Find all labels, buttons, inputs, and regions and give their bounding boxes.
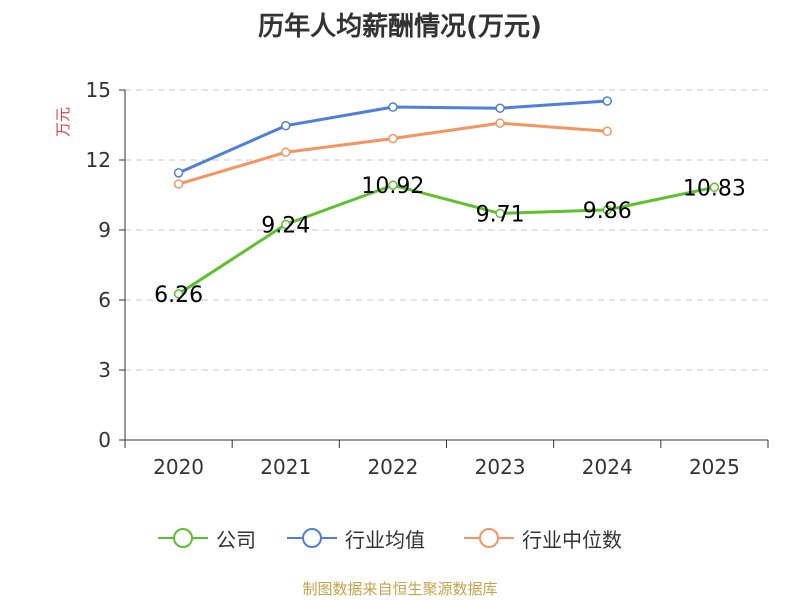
- legend-item-industry-median[interactable]: 行业中位数: [464, 520, 622, 556]
- data-point-0: [281, 219, 291, 230]
- legend-marker-industry-median: [464, 528, 514, 548]
- data-point-1: [495, 103, 505, 113]
- data-point-1: [602, 96, 612, 106]
- data-point-2: [281, 147, 291, 158]
- data-label: 10.92: [361, 174, 424, 199]
- x-tick-label: 2025: [689, 455, 740, 479]
- chart-title: 历年人均薪酬情况(万元): [258, 12, 542, 42]
- x-tick-label: 2023: [475, 455, 526, 479]
- data-point-2: [495, 118, 505, 128]
- data-label: 10.83: [683, 176, 746, 201]
- data-point-2: [173, 179, 184, 189]
- legend: 公司 行业均值 行业中位数: [0, 520, 800, 556]
- y-tick-label: 0: [98, 428, 111, 452]
- data-point-1: [388, 102, 398, 112]
- y-tick-label: 3: [98, 358, 111, 382]
- legend-label-company: 公司: [216, 527, 256, 552]
- data-point-0: [388, 180, 398, 190]
- legend-label-industry-median: 行业中位数: [522, 527, 622, 552]
- source-footer: 制图数据来自恒生聚源数据库: [302, 580, 498, 598]
- y-tick-label: 6: [98, 288, 111, 312]
- data-point-1: [173, 168, 184, 178]
- data-point-1: [281, 120, 291, 131]
- data-label: 9.71: [476, 202, 525, 227]
- x-tick-label: 2022: [367, 455, 418, 479]
- legend-label-industry-average: 行业均值: [345, 527, 425, 552]
- legend-item-industry-average[interactable]: 行业均值: [287, 520, 425, 556]
- data-point-0: [602, 205, 612, 215]
- series-line-0: [177, 183, 715, 296]
- data-label: 9.24: [261, 213, 310, 238]
- data-label: 6.26: [154, 283, 203, 308]
- data-point-0: [173, 289, 184, 299]
- y-tick-label: 15: [86, 78, 111, 102]
- legend-marker-industry-average: [287, 528, 337, 548]
- y-tick-label: 9: [98, 218, 111, 242]
- legend-marker-company: [158, 528, 208, 548]
- data-point-2: [388, 133, 398, 144]
- data-point-0: [709, 182, 720, 193]
- y-tick-label: 12: [86, 148, 111, 172]
- data-label: 9.86: [583, 199, 632, 224]
- data-point-0: [495, 208, 505, 219]
- x-tick-label: 2020: [153, 455, 204, 479]
- x-tick-label: 2024: [582, 455, 633, 479]
- legend-item-company[interactable]: 公司: [158, 520, 256, 556]
- x-tick-label: 2021: [260, 455, 311, 479]
- data-point-2: [602, 126, 612, 137]
- y-axis-unit-label: 万元: [54, 107, 72, 137]
